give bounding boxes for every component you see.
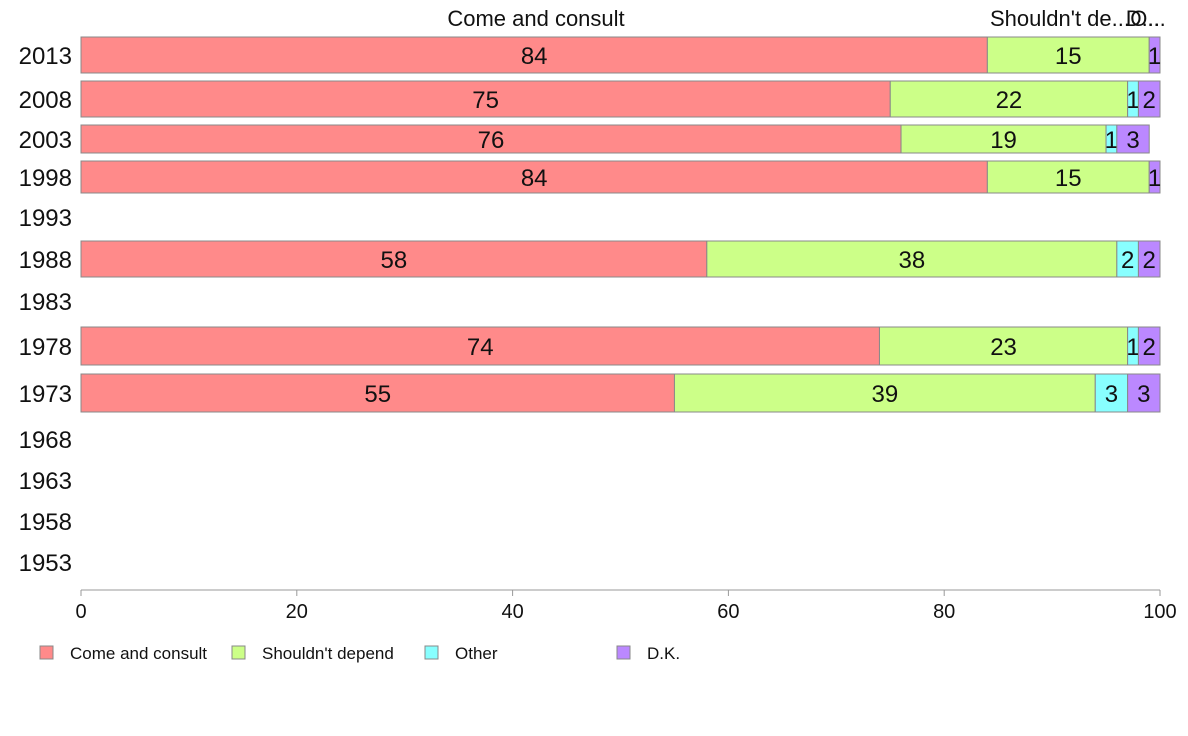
y-tick-2008: 2008 xyxy=(19,87,72,114)
bar-1998-shouldn-t-depend xyxy=(986,160,1150,194)
bar-label-1978-shouldn-t-depend: 23 xyxy=(990,334,1017,361)
legend-label-shouldn-t-depend: Shouldn't depend xyxy=(262,644,394,663)
y-tick-1973: 1973 xyxy=(19,381,72,408)
y-tick-1963: 1963 xyxy=(19,468,72,495)
bar-1988-d-k xyxy=(1137,240,1161,278)
legend-swatch-shouldn-t-depend xyxy=(231,645,246,660)
bar-1978-shouldn-t-depend xyxy=(878,326,1129,366)
bar-2003-shouldn-t-depend xyxy=(900,124,1107,154)
y-tick-1993: 1993 xyxy=(19,205,72,232)
bar-1998-d-k xyxy=(1148,160,1161,194)
bar-label-2008-come-and-consult: 75 xyxy=(472,87,499,114)
y-tick-2003: 2003 xyxy=(19,127,72,154)
legend-swatch-come-and-consult xyxy=(39,645,54,660)
legend-swatch-other xyxy=(424,645,439,660)
top-label-1: Come and consult xyxy=(447,6,624,31)
bar-label-2008-shouldn-t-depend: 22 xyxy=(996,87,1023,114)
bar-1978-come-and-consult xyxy=(80,326,880,366)
bar-label-2003-come-and-consult: 76 xyxy=(478,127,505,154)
y-tick-1983: 1983 xyxy=(19,289,72,316)
bar-label-1978-other: 1 xyxy=(1126,334,1139,361)
bar-label-1988-d-k: 2 xyxy=(1143,247,1156,274)
bar-label-1998-d-k: 1 xyxy=(1148,165,1161,192)
bar-2013-shouldn-t-depend xyxy=(986,36,1150,74)
bar-label-2003-other: 1 xyxy=(1105,127,1118,154)
bar-label-2013-d-k: 1 xyxy=(1148,43,1161,70)
bar-label-1988-other: 2 xyxy=(1121,247,1134,274)
y-tick-1988: 1988 xyxy=(19,247,72,274)
y-tick-1953: 1953 xyxy=(19,550,72,577)
bar-label-1973-other: 3 xyxy=(1105,381,1118,408)
y-tick-2013: 2013 xyxy=(19,43,72,70)
y-tick-1998: 1998 xyxy=(19,165,72,192)
top-label-2: Shouldn't de... xyxy=(990,6,1130,31)
bar-2008-d-k xyxy=(1137,80,1161,118)
x-tick-80: 80 xyxy=(933,601,955,623)
y-tick-1958: 1958 xyxy=(19,509,72,536)
bar-label-1978-d-k: 2 xyxy=(1143,334,1156,361)
y-tick-1968: 1968 xyxy=(19,427,72,454)
legend-label-come-and-consult: Come and consult xyxy=(70,644,207,663)
bar-label-1998-come-and-consult: 84 xyxy=(521,165,548,192)
top-label-4: D... xyxy=(1126,6,1160,31)
bar-label-2013-shouldn-t-depend: 15 xyxy=(1055,43,1082,70)
bar-2013-d-k xyxy=(1148,36,1161,74)
bar-label-2008-other: 1 xyxy=(1126,87,1139,114)
bar-2008-come-and-consult xyxy=(80,80,891,118)
x-tick-100: 100 xyxy=(1143,601,1176,623)
bar-1988-shouldn-t-depend xyxy=(706,240,1118,278)
y-tick-1978: 1978 xyxy=(19,334,72,361)
bar-2008-shouldn-t-depend xyxy=(889,80,1129,118)
bar-label-2013-come-and-consult: 84 xyxy=(521,43,548,70)
x-tick-40: 40 xyxy=(501,601,523,623)
x-tick-0: 0 xyxy=(75,601,86,623)
bar-label-1973-shouldn-t-depend: 39 xyxy=(872,381,899,408)
bar-label-1998-shouldn-t-depend: 15 xyxy=(1055,165,1082,192)
bar-label-2008-d-k: 2 xyxy=(1143,87,1156,114)
x-tick-60: 60 xyxy=(717,601,739,623)
bar-2003-come-and-consult xyxy=(80,124,902,154)
bar-label-1988-shouldn-t-depend: 38 xyxy=(898,247,925,274)
bar-label-2003-shouldn-t-depend: 19 xyxy=(990,127,1017,154)
bar-1988-come-and-consult xyxy=(80,240,708,278)
bar-label-2003-d-k: 3 xyxy=(1126,127,1139,154)
bar-label-1988-come-and-consult: 58 xyxy=(381,247,408,274)
bar-label-1978-come-and-consult: 74 xyxy=(467,334,494,361)
legend-label-d-k: D.K. xyxy=(647,644,680,663)
bar-2003-d-k xyxy=(1116,124,1150,154)
legend-label-other: Other xyxy=(455,644,498,663)
legend-swatch-d-k xyxy=(616,645,631,660)
bar-2013-come-and-consult xyxy=(80,36,988,74)
bar-label-1973-come-and-consult: 55 xyxy=(364,381,391,408)
bar-1973-come-and-consult xyxy=(80,373,675,413)
bar-label-1973-d-k: 3 xyxy=(1137,381,1150,408)
top-label-3: O... xyxy=(1130,6,1165,31)
x-tick-20: 20 xyxy=(286,601,308,623)
bar-1973-d-k xyxy=(1127,373,1161,413)
bar-1978-d-k xyxy=(1137,326,1161,366)
